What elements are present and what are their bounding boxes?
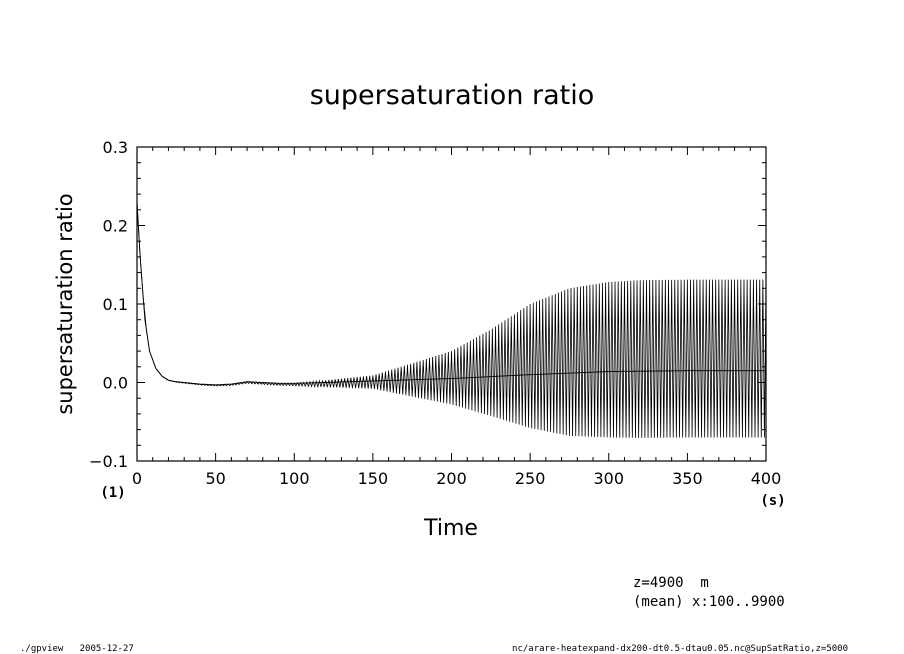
plot-frame	[136, 146, 767, 462]
x-tick-label: 400	[751, 469, 782, 488]
x-axis-label: Time	[423, 516, 478, 541]
position-annotation: z=4900 m	[633, 575, 709, 591]
footer-right: nc/arare-heatexpand-dx200-dt0.5-dtau0.05…	[512, 644, 848, 654]
x-tick-label: 150	[358, 469, 389, 488]
series-line	[136, 201, 767, 438]
x-tick-label: 300	[593, 469, 624, 488]
series-mean-line	[136, 201, 766, 386]
chart-title: supersaturation ratio	[310, 80, 595, 111]
y-tick-label: 0.3	[103, 138, 128, 157]
x-tick-label: 250	[515, 469, 546, 488]
y-axis-label: supersaturation ratio	[53, 193, 77, 414]
x-tick-label: 100	[279, 469, 310, 488]
x-unit-label: (s)	[760, 493, 785, 509]
y-unit-label: (1)	[100, 485, 125, 501]
axis-ticks: 0 50 100 150 200 250 300 350 400 0.3 0.2 0.1 0.0 −0.1	[89, 138, 781, 488]
y-tick-label: 0.2	[103, 217, 128, 236]
x-tick-label: 200	[436, 469, 467, 488]
x-tick-label: 50	[205, 469, 225, 488]
footer-left: ./gpview 2005-12-27	[20, 644, 134, 654]
y-tick-label: −0.1	[89, 452, 128, 471]
x-tick-label: 350	[672, 469, 703, 488]
mean-annotation: (mean) x:100..9900	[633, 594, 785, 610]
plot-area	[136, 201, 767, 438]
x-tick-label: 0	[132, 469, 142, 488]
y-tick-label: 0.0	[103, 374, 128, 393]
y-tick-label: 0.1	[103, 295, 128, 314]
